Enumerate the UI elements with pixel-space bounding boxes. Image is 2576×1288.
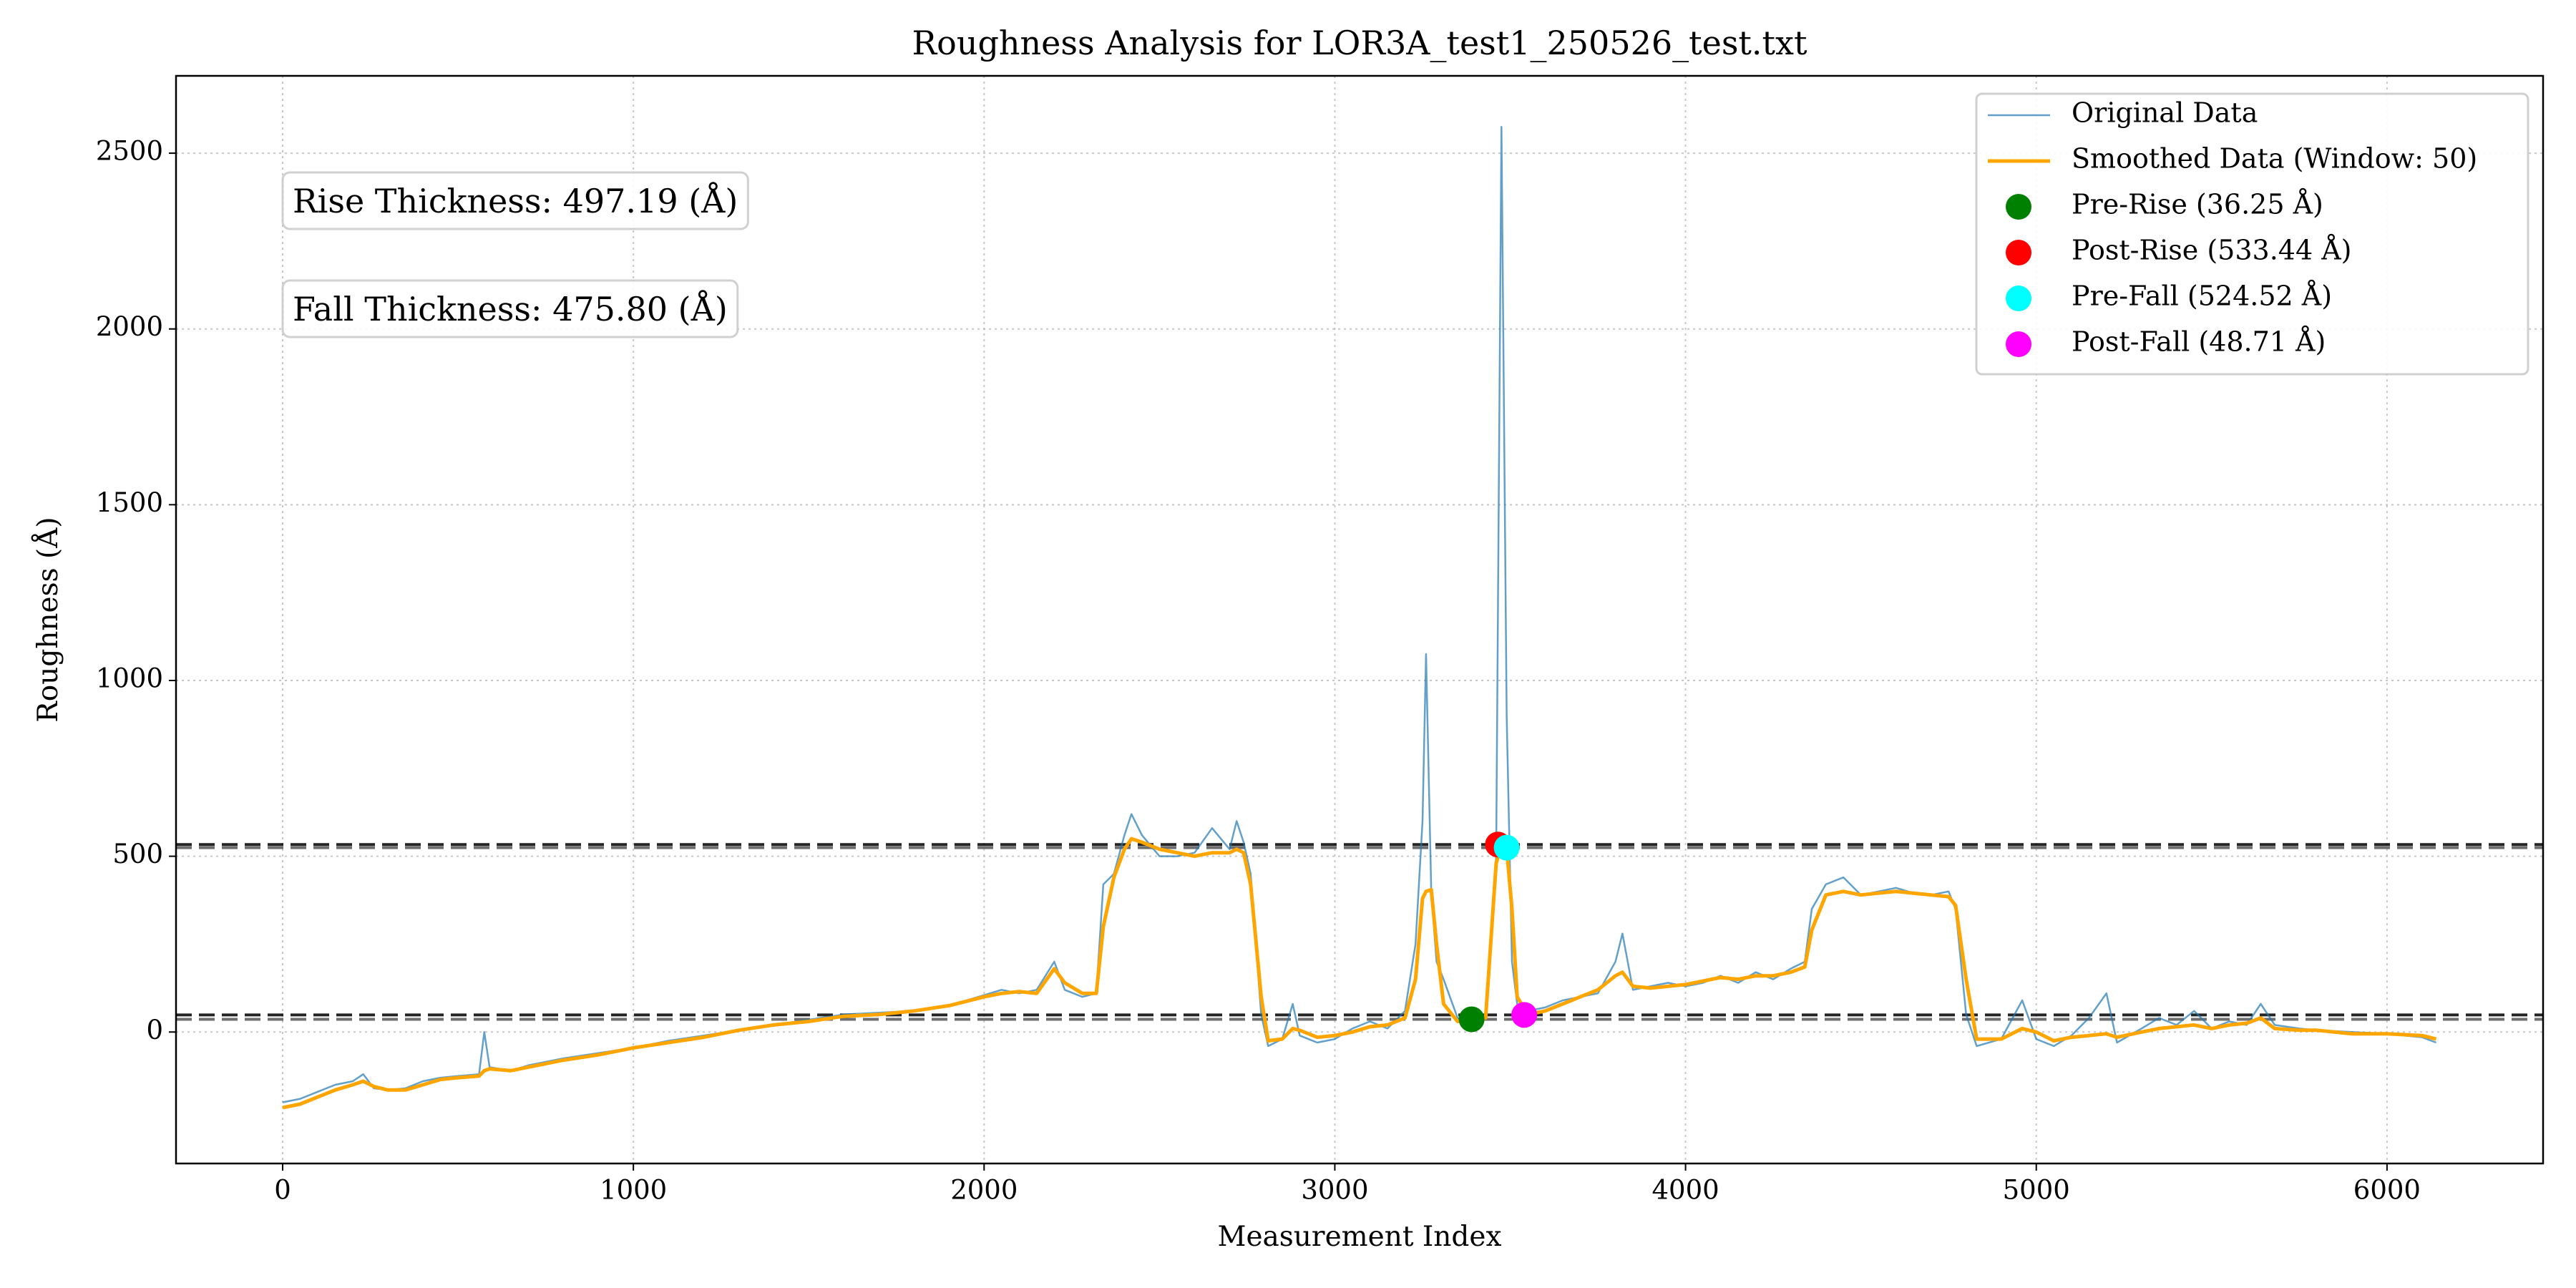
legend-swatch [2006, 194, 2031, 220]
annotation: Fall Thickness: 475.80 (Å) [293, 289, 728, 328]
y-tick-label: 0 [146, 1015, 163, 1045]
chart-title: Roughness Analysis for LOR3A_test1_25052… [912, 24, 1807, 62]
x-tick-label: 4000 [1652, 1175, 1719, 1206]
legend-box [1975, 92, 2529, 376]
marker-point [1493, 834, 1520, 861]
legend-swatch [2006, 286, 2031, 311]
plot-frame [175, 74, 2545, 1165]
legend-swatch [2006, 240, 2031, 265]
y-tick-label: 1500 [96, 487, 163, 518]
x-tick-label: 0 [274, 1175, 291, 1206]
y-tick-label: 500 [112, 839, 163, 869]
y-tick-label: 2500 [96, 136, 163, 167]
x-axis-label: Measurement Index [1218, 1221, 1502, 1253]
y-tick-label: 1000 [96, 663, 163, 693]
x-tick-label: 5000 [2003, 1175, 2070, 1206]
legend-label: Post-Rise (533.44 Å) [2072, 235, 2352, 266]
marker-point [1511, 1002, 1538, 1028]
legend-label: Original Data [2072, 97, 2258, 129]
marker-point [1458, 1006, 1485, 1033]
series-line [282, 836, 2437, 1110]
annotation-box [281, 279, 739, 338]
x-tick-label: 2000 [950, 1175, 1018, 1206]
legend-swatch [2006, 331, 2031, 357]
x-tick-label: 6000 [2353, 1175, 2421, 1206]
x-tick-label: 1000 [600, 1175, 667, 1206]
legend-label: Smoothed Data (Window: 50) [2072, 143, 2477, 175]
legend-label: Pre-Fall (524.52 Å) [2072, 280, 2332, 312]
y-tick-label: 2000 [96, 311, 163, 342]
y-axis-label: Roughness (Å) [31, 517, 64, 722]
annotation: Rise Thickness: 497.19 (Å) [293, 181, 738, 220]
legend-label: Pre-Rise (36.25 Å) [2072, 189, 2323, 220]
annotation-box [281, 171, 749, 230]
x-tick-label: 3000 [1301, 1175, 1368, 1206]
legend-label: Post-Fall (48.71 Å) [2072, 326, 2326, 358]
